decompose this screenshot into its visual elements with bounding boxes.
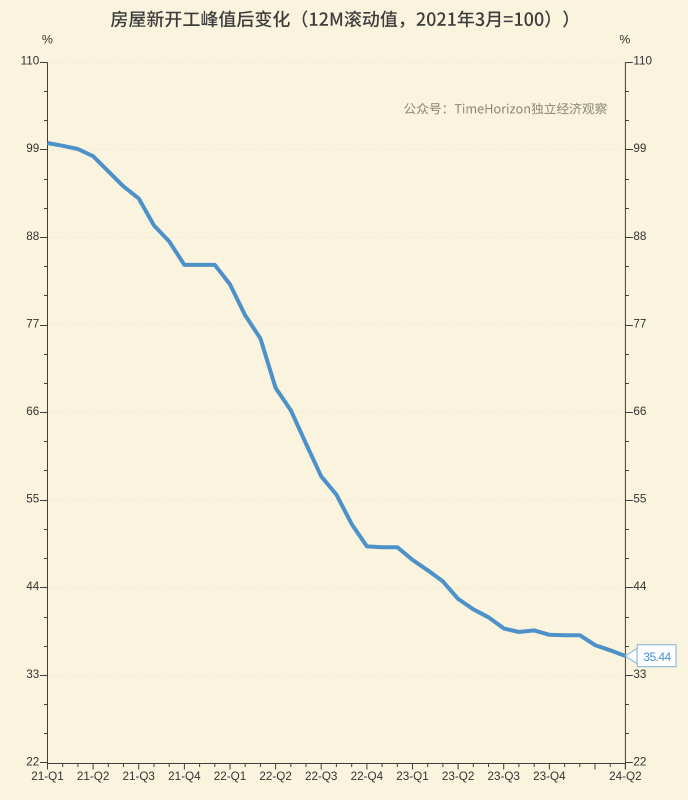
svg-text:21-Q1: 21-Q1: [31, 770, 63, 783]
svg-text:99: 99: [633, 142, 646, 155]
svg-text:99: 99: [26, 142, 39, 155]
svg-text:%: %: [619, 33, 630, 47]
svg-text:22-Q2: 22-Q2: [259, 770, 291, 783]
svg-text:21-Q3: 21-Q3: [122, 770, 154, 783]
svg-text:110: 110: [633, 55, 652, 68]
svg-text:23-Q3: 23-Q3: [487, 770, 519, 783]
svg-text:88: 88: [633, 230, 646, 243]
svg-text:44: 44: [26, 580, 40, 593]
svg-text:22-Q1: 22-Q1: [214, 770, 246, 783]
svg-text:33: 33: [633, 668, 646, 681]
svg-text:23-Q4: 23-Q4: [533, 770, 566, 783]
svg-text:110: 110: [21, 55, 40, 68]
svg-text:21-Q4: 21-Q4: [168, 770, 201, 783]
svg-text:23-Q1: 23-Q1: [396, 770, 428, 783]
svg-text:35.44: 35.44: [643, 650, 671, 664]
svg-text:55: 55: [26, 493, 40, 506]
svg-text:22: 22: [633, 755, 646, 768]
svg-text:22: 22: [26, 755, 39, 768]
svg-text:%: %: [42, 33, 53, 47]
svg-text:66: 66: [633, 405, 646, 418]
svg-text:55: 55: [633, 493, 647, 506]
svg-text:66: 66: [26, 405, 39, 418]
svg-text:22-Q3: 22-Q3: [305, 770, 337, 783]
svg-text:77: 77: [633, 317, 646, 330]
svg-text:77: 77: [26, 317, 39, 330]
svg-text:23-Q2: 23-Q2: [442, 770, 474, 783]
svg-text:88: 88: [26, 230, 39, 243]
svg-text:22-Q4: 22-Q4: [351, 770, 384, 783]
svg-text:33: 33: [26, 668, 39, 681]
svg-text:24-Q2: 24-Q2: [609, 770, 641, 783]
svg-text:44: 44: [633, 580, 647, 593]
svg-text:21-Q2: 21-Q2: [77, 770, 109, 783]
